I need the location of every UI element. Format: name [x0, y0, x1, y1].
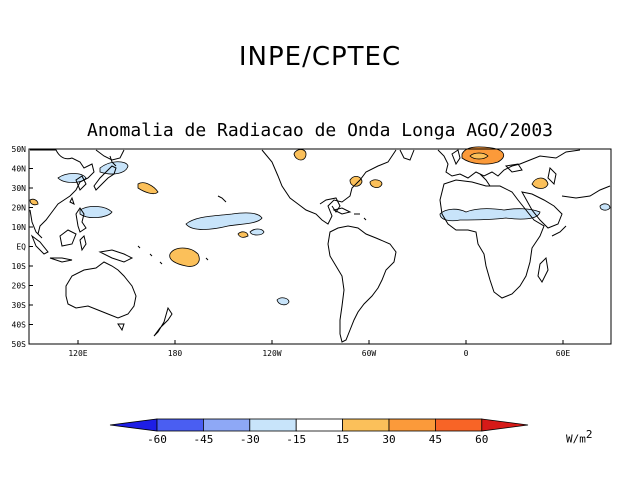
map-frame	[28, 148, 612, 345]
coast-japan	[93, 165, 117, 191]
neg-anomaly-central-pacific	[185, 212, 263, 230]
coast-caspian	[547, 166, 557, 186]
coastlines	[29, 149, 611, 343]
colorbar-tick: -30	[240, 433, 260, 446]
lon-label: 60E	[556, 349, 571, 358]
coast-greenland	[399, 149, 415, 161]
neg-anomaly-arabia	[599, 203, 611, 211]
pos-anomaly-india	[29, 198, 39, 206]
coast-java	[49, 257, 73, 263]
neg-anomaly-philippine-sea	[79, 206, 113, 218]
neg-anomaly-kuroshio	[57, 173, 87, 183]
coast-borneo	[59, 229, 77, 247]
colorbar-unit: W/m2	[566, 428, 593, 446]
coast-europe	[437, 149, 581, 179]
colorbar-swatch	[434, 418, 483, 432]
coast-iran-india	[561, 185, 611, 199]
coast-north-america	[261, 149, 397, 225]
colorbar-swatch	[249, 418, 297, 432]
colorbar-tick: 60	[475, 433, 488, 446]
unit-text: W/m	[566, 432, 586, 446]
coast-madagascar	[537, 256, 549, 283]
map-title: Anomalia de Radiacao de Onda Longa AGO/2…	[87, 120, 553, 141]
colorbar-swatch	[388, 418, 436, 432]
unit-power: 2	[585, 428, 593, 441]
lon-label: 120E	[68, 349, 87, 358]
coast-new-guinea	[98, 249, 134, 263]
coast-cuba	[332, 207, 352, 215]
lat-labels: 50N 40N 30N 20N 10N EQ 10S 20S 30S 40S 5…	[12, 145, 27, 349]
coast-east-africa-horn	[551, 225, 567, 237]
coast-pacific-islands	[137, 245, 209, 265]
lat-label: 50N	[12, 145, 27, 154]
lat-label: 20N	[12, 204, 27, 213]
lat-label: 40S	[12, 321, 27, 330]
coast-taiwan	[69, 196, 75, 205]
coast-sulawesi	[79, 235, 87, 252]
lon-labels: 120E 180 120W 60W 0 60E	[68, 349, 570, 358]
neg-anomaly-central-pacific-small	[249, 228, 265, 236]
pos-anomaly-equatorial-pacific	[169, 247, 200, 267]
coast-sakhalin	[109, 155, 117, 167]
coast-britain	[451, 149, 461, 166]
coast-korea	[75, 175, 87, 191]
colorbar-tick: -45	[193, 433, 213, 446]
lat-label: 30S	[12, 301, 27, 310]
pos-anomaly-atlantic-2	[369, 179, 383, 188]
lat-label: EQ	[16, 243, 26, 252]
lon-label: 180	[168, 349, 183, 358]
org-title: INPE/CPTEC	[238, 42, 402, 72]
coast-new-zealand	[153, 306, 173, 337]
colorbar-tick: -15	[286, 433, 306, 446]
colorbar-tick: 30	[382, 433, 395, 446]
coast-italy	[479, 173, 491, 187]
coast-philippines	[75, 207, 87, 233]
anomaly-patches	[29, 146, 611, 306]
neg-anomaly-south-pacific	[276, 297, 290, 306]
coast-okhotsk	[95, 149, 125, 161]
lat-label: 40N	[12, 165, 27, 174]
coast-caribbean	[354, 213, 367, 221]
lat-label: 10S	[12, 262, 27, 271]
coast-arabia	[521, 191, 563, 229]
colorbar-swatch	[156, 418, 204, 432]
lon-label: 60W	[362, 349, 377, 358]
colorbar-tick: 15	[336, 433, 349, 446]
colorbar-swatch	[342, 418, 390, 432]
pos-anomaly-central-asia	[531, 177, 549, 189]
lat-label: 30N	[12, 184, 27, 193]
coast-south-america	[327, 225, 397, 343]
colorbar-tick: 45	[429, 433, 442, 446]
lat-label: 50S	[12, 340, 27, 349]
neg-anomaly-sahel	[439, 208, 541, 222]
coast-black-sea	[504, 163, 523, 173]
colorbar-swatch-high-end	[481, 418, 529, 432]
lat-axis	[29, 148, 33, 345]
lon-axis	[77, 340, 564, 344]
colorbar-tick: -60	[147, 433, 167, 446]
lon-label: 0	[464, 349, 469, 358]
colorbar-swatch-low-end	[109, 418, 158, 432]
coast-hawaii	[217, 195, 227, 203]
pos-anomaly-atlantic-1	[349, 176, 363, 187]
lat-label: 20S	[12, 282, 27, 291]
colorbar-labels: -60 -45 -30 -15 15 30 45 60	[147, 433, 488, 446]
coast-sumatra	[30, 234, 49, 255]
pos-anomaly-north-america	[293, 149, 307, 161]
colorbar-swatch	[295, 418, 344, 432]
coast-east-asia	[29, 149, 95, 239]
pos-anomaly-europe-core	[469, 152, 489, 160]
pos-anomaly-north-pacific	[137, 182, 159, 195]
colorbar-swatch	[202, 418, 251, 432]
coast-tasmania	[117, 323, 125, 332]
lon-label: 120W	[262, 349, 281, 358]
colorbar	[109, 418, 529, 432]
lat-label: 10N	[12, 223, 27, 232]
pos-anomaly-east-pacific	[237, 231, 249, 238]
coast-australia	[65, 261, 137, 319]
coast-africa	[439, 179, 545, 299]
